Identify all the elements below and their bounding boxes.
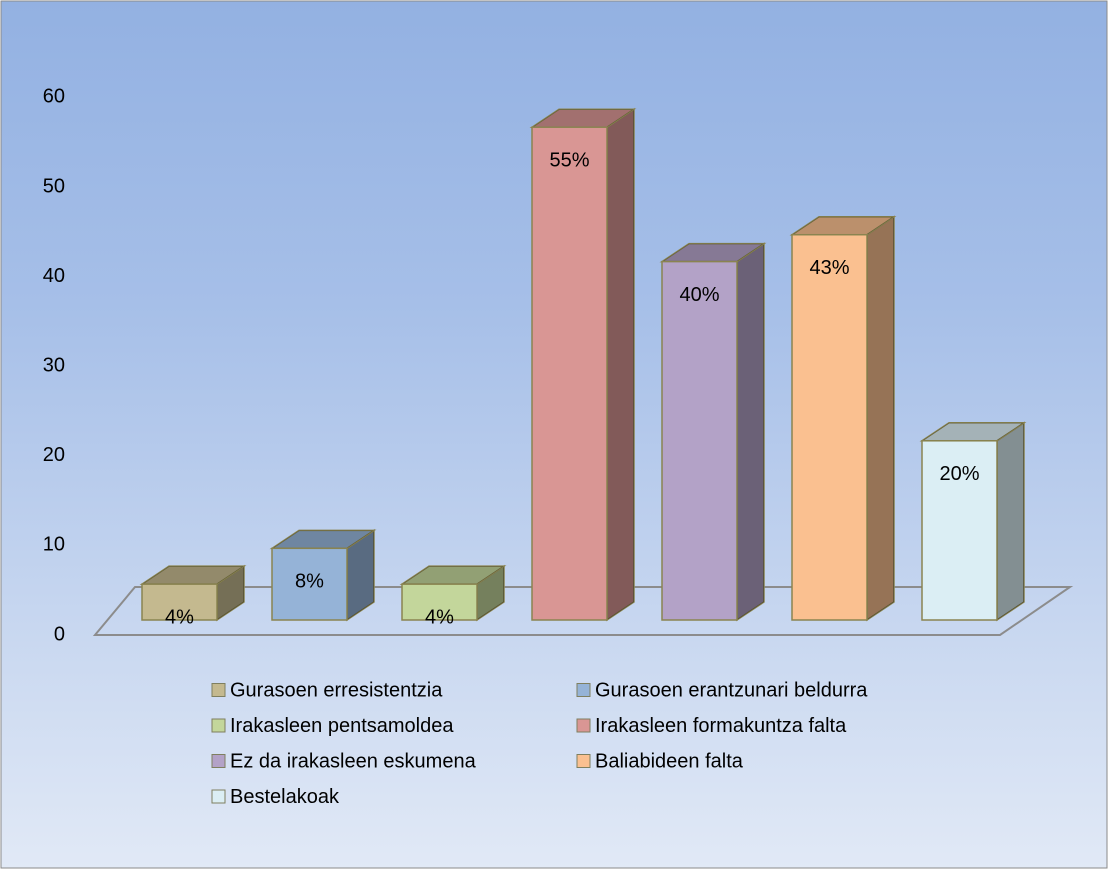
legend-swatch — [576, 718, 591, 733]
bar-side-shade — [997, 422, 1024, 620]
bar-side-shade — [347, 530, 374, 620]
data-label: 20% — [939, 463, 979, 485]
bar — [659, 242, 767, 622]
data-label: 43% — [809, 257, 849, 279]
bar-front — [401, 583, 478, 621]
y-tick-label: 40 — [43, 265, 65, 287]
legend-label: Bestelakoak — [230, 786, 340, 808]
data-label: 55% — [549, 149, 589, 171]
bar-top-shade — [792, 216, 894, 235]
legend-swatch — [211, 718, 226, 733]
bar-front — [271, 547, 348, 621]
legend-swatch — [576, 754, 591, 768]
legend-swatch — [211, 754, 226, 768]
legend-label: Ez da irakasleen eskumena — [230, 750, 477, 772]
bar-front — [921, 440, 998, 621]
data-label: 8% — [295, 571, 324, 593]
bar-top-shade — [402, 566, 504, 585]
bar-side-shade — [867, 216, 894, 620]
legend-label: Gurasoen erantzunari beldurra — [595, 679, 868, 701]
bar — [399, 564, 507, 622]
legend-label: Baliabideen falta — [595, 750, 744, 772]
y-tick-label: 20 — [43, 444, 65, 466]
y-tick-label: 60 — [43, 86, 65, 108]
bar-top-shade — [142, 566, 244, 585]
bar-side-shade — [217, 566, 244, 620]
bar — [529, 107, 637, 622]
bar-top-shade — [922, 422, 1024, 441]
y-tick-label: 10 — [43, 534, 65, 556]
bar-top-shade — [532, 109, 634, 128]
bar-front — [141, 583, 218, 621]
bar-top-shade — [662, 243, 764, 262]
bar-top-shade — [272, 530, 374, 549]
legend-swatch — [211, 789, 226, 804]
floor — [92, 586, 1074, 636]
bar-front — [531, 126, 608, 621]
y-tick-label: 50 — [43, 175, 65, 197]
data-label: 4% — [165, 606, 194, 628]
bar-side-shade — [607, 109, 634, 620]
data-label: 40% — [679, 284, 719, 306]
legend-swatch — [211, 683, 226, 697]
bar — [269, 528, 377, 622]
legend-label: Irakasleen formakuntza falta — [595, 715, 847, 737]
y-tick-label: 30 — [43, 354, 65, 376]
bar-side-shade — [737, 243, 764, 620]
y-tick-label: 0 — [54, 623, 65, 645]
bar — [789, 215, 897, 622]
bar — [139, 564, 247, 622]
bar-side-shade — [477, 566, 504, 620]
bar — [919, 421, 1027, 622]
legend-swatch — [576, 683, 591, 697]
bar-front — [661, 260, 738, 621]
legend-label: Gurasoen erresistentzia — [230, 679, 443, 701]
legend-label: Irakasleen pentsamoldea — [230, 715, 454, 737]
bar-front — [791, 233, 868, 621]
data-label: 4% — [425, 606, 454, 628]
